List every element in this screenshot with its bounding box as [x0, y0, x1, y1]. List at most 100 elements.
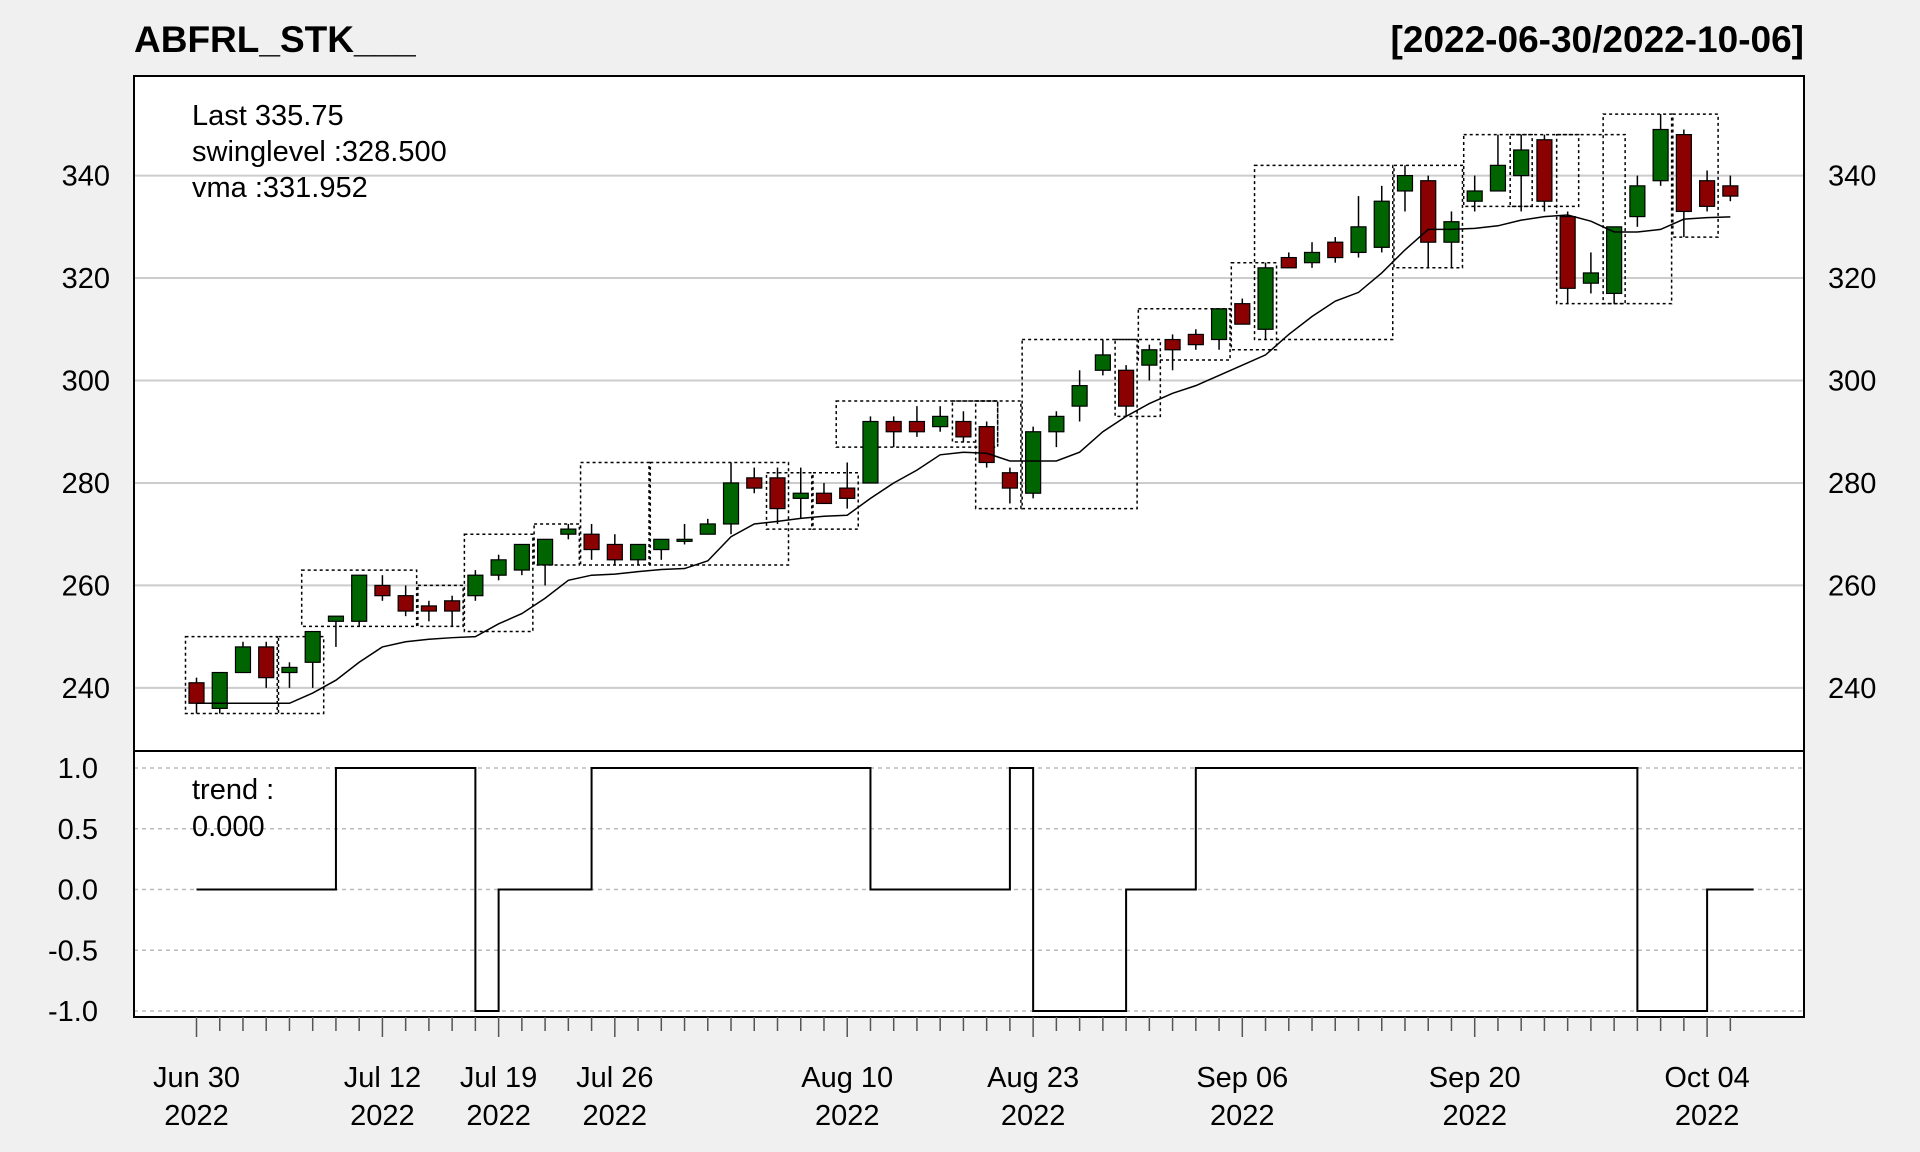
main-y-tick-left: 340	[62, 161, 110, 193]
candle-body-up	[327, 615, 345, 622]
candle-body-up	[1025, 431, 1042, 494]
x-tick-label: Sep 06	[1196, 1062, 1288, 1094]
candle	[885, 416, 902, 448]
candle-body-down	[258, 646, 275, 679]
candle	[1396, 165, 1414, 212]
main-y-tick-left: 320	[62, 263, 110, 295]
trend-polyline	[196, 767, 1754, 1012]
candle-body-down	[885, 420, 902, 433]
candle-body-up	[304, 630, 321, 663]
date-range: [2022-06-30/2022-10-06]	[1391, 19, 1804, 60]
candle	[1373, 185, 1390, 253]
main-panel-background	[134, 76, 1804, 751]
candle	[1257, 262, 1274, 340]
swing-level-boxes	[184, 113, 1719, 715]
candle	[513, 543, 530, 576]
candle-body-up	[1629, 185, 1646, 218]
candle-body-up	[792, 492, 809, 499]
candle-body-down	[978, 426, 995, 464]
legend-vma: vma :331.952	[192, 172, 368, 204]
candle-body-up	[1350, 226, 1367, 254]
swing-box	[1137, 308, 1231, 361]
candle-body-up	[1652, 128, 1669, 182]
x-tick-label: Jun 30	[153, 1062, 240, 1094]
candle-body-down	[188, 682, 205, 704]
candle	[1164, 334, 1181, 371]
candle-body-down	[420, 605, 437, 612]
candle	[1443, 211, 1460, 268]
main-y-tick-right: 240	[1828, 673, 1876, 705]
candle-body-down	[1327, 241, 1344, 259]
candle-body-down	[374, 584, 391, 597]
candle-body-down	[1698, 180, 1716, 207]
swing-box	[974, 400, 1022, 510]
candle	[536, 538, 554, 586]
x-tick-year: 2022	[1675, 1100, 1740, 1132]
candle-body-down	[397, 595, 414, 612]
swing-box	[1555, 133, 1626, 305]
candle	[327, 615, 345, 647]
x-tick-label: Jul 12	[344, 1062, 421, 1094]
candle-body-up	[862, 420, 879, 484]
swing-box	[463, 533, 534, 633]
candle	[769, 467, 786, 524]
x-tick-year: 2022	[1210, 1100, 1275, 1132]
candle-body-down	[1001, 472, 1019, 489]
candle-body-down	[444, 600, 461, 612]
main-y-axis-labels: 240 240 260 260 280 280 300 300 320 320 340 340	[62, 161, 1877, 705]
candle	[211, 671, 228, 714]
swing-box	[835, 400, 999, 448]
candle	[1420, 175, 1437, 268]
x-tick-label: Jul 19	[460, 1062, 537, 1094]
candle-body-down	[1117, 369, 1135, 407]
candle	[420, 600, 437, 622]
x-tick-label: Aug 10	[801, 1062, 893, 1094]
main-y-tick-right: 340	[1828, 161, 1876, 193]
x-axis: Jun 30 2022 Jul 12 2022 Jul 19 2022 Jul 26 2022…	[153, 1017, 1750, 1132]
candle	[1187, 329, 1204, 350]
swing-box	[1462, 133, 1533, 208]
candle-body-down	[1722, 185, 1739, 197]
main-y-tick-right: 280	[1828, 468, 1876, 500]
legend-last: Last 335.75	[192, 100, 344, 132]
candle-body-down	[1675, 134, 1692, 213]
candle-body-up	[722, 482, 740, 525]
x-tick-year: 2022	[583, 1100, 648, 1132]
candle-body-up	[281, 666, 298, 674]
candle-body-down	[1536, 139, 1553, 202]
candlesticks	[188, 114, 1739, 714]
candle-body-up	[1048, 415, 1065, 433]
main-y-tick-left: 280	[62, 468, 110, 500]
candle	[1559, 211, 1576, 304]
candle-body-up	[653, 538, 670, 551]
candle	[304, 630, 321, 688]
vma-line	[196, 214, 1731, 705]
legend-trend-value: 0.000	[192, 811, 265, 843]
candle-body-up	[1466, 190, 1483, 202]
main-y-tick-left: 240	[62, 673, 110, 705]
candle-body-up	[1606, 226, 1623, 295]
swing-box	[417, 584, 464, 628]
candle-body-down	[815, 492, 833, 505]
x-tick-label: Aug 23	[987, 1062, 1079, 1094]
candle	[1606, 226, 1623, 304]
candle-body-down	[1280, 256, 1297, 269]
candle	[1698, 170, 1716, 212]
candle	[1303, 242, 1321, 268]
candle	[1280, 252, 1297, 269]
candle	[1327, 237, 1344, 263]
candle-body-down	[769, 477, 786, 510]
candle-body-up	[1443, 221, 1460, 243]
swing-box	[1021, 338, 1138, 510]
candle-body-up	[560, 528, 577, 535]
candle-body-up	[699, 523, 716, 535]
candle-body-up	[513, 543, 530, 571]
x-tick-year: 2022	[1001, 1100, 1066, 1132]
candle-body-up	[629, 543, 647, 561]
candle-body-up	[234, 646, 252, 674]
candle-body-down	[606, 543, 623, 561]
trend-panel-border	[133, 750, 1805, 1018]
candle-body-up	[1373, 200, 1390, 248]
candle-body-down	[1420, 180, 1437, 243]
candle-body-up	[1303, 251, 1321, 264]
